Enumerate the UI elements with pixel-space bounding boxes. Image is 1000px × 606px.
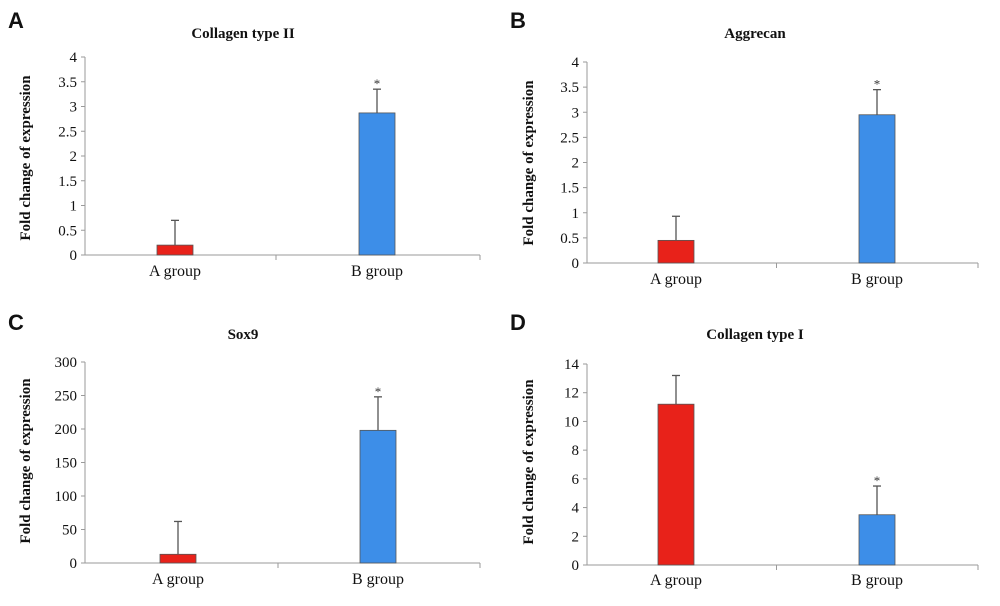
y-tick-label: 14 [564, 357, 580, 373]
y-tick-label: 0 [572, 558, 580, 574]
y-tick-label: 3.5 [58, 75, 77, 91]
significance-marker: * [375, 384, 382, 399]
panel-d-title: Collagen type I [706, 327, 804, 343]
x-category-label: A group [152, 571, 204, 588]
y-tick-label: 10 [564, 414, 579, 430]
bar-a-group [657, 239, 695, 264]
panel-letter-c: C [8, 310, 24, 335]
y-tick-label: 3 [572, 105, 580, 121]
panel-b: B Aggrecan Fold change of expression 0 0.… [510, 8, 979, 288]
x-category-label: A group [650, 271, 702, 288]
y-tick-label: 2.5 [560, 130, 579, 146]
y-tick-label: 8 [572, 443, 580, 459]
y-tick-label: 3.5 [560, 80, 579, 96]
y-tick-label: 1 [572, 206, 580, 222]
x-category-label: A group [650, 572, 702, 589]
y-tick-label: 0 [70, 556, 78, 572]
y-tick-label: 1.5 [58, 174, 77, 190]
panel-letter-d: D [510, 310, 526, 335]
bar-a-group [156, 244, 194, 256]
bar-a-group [159, 553, 197, 564]
panel-c-plot: 0 50 100 150 200 250 300 A group * B group [55, 355, 481, 588]
x-category-label: A group [149, 263, 201, 280]
y-tick-label: 300 [55, 355, 78, 371]
y-tick-label: 0.5 [560, 231, 579, 247]
x-category-label: B group [352, 571, 404, 588]
bar-b-group [858, 114, 896, 264]
y-tick-label: 150 [55, 456, 78, 472]
y-tick-label: 2 [70, 149, 78, 165]
y-tick-label: 250 [55, 389, 78, 405]
panel-letter-a: A [8, 8, 24, 33]
panel-a-y-axis-label: Fold change of expression [18, 75, 34, 241]
x-category-label: B group [851, 271, 903, 288]
panel-a-title: Collagen type II [191, 26, 295, 42]
panel-c-y-axis-label: Fold change of expression [18, 378, 34, 544]
y-tick-label: 100 [55, 489, 78, 505]
panel-b-y-axis-label: Fold change of expression [521, 80, 537, 246]
y-tick-label: 4 [572, 501, 580, 517]
y-tick-label: 2 [572, 529, 580, 545]
bar-a-group [657, 403, 695, 566]
panel-a: A Collagen type II Fold change of expres… [8, 8, 481, 280]
y-tick-label: 2 [572, 156, 580, 172]
y-tick-label: 4 [572, 55, 580, 71]
y-tick-label: 1 [70, 199, 78, 215]
y-tick-label: 0.5 [58, 223, 77, 239]
panel-d: D Collagen type I Fold change of express… [510, 310, 979, 589]
y-tick-label: 6 [572, 472, 580, 488]
y-tick-label: 2.5 [58, 124, 77, 140]
bar-b-group [858, 514, 896, 566]
significance-marker: * [374, 76, 381, 91]
y-tick-label: 0 [70, 248, 78, 264]
panel-d-plot: 0 2 4 6 8 10 12 14 A group * B group [564, 357, 979, 589]
y-tick-label: 4 [70, 50, 78, 66]
panel-d-y-axis-label: Fold change of expression [521, 379, 537, 545]
y-tick-label: 0 [572, 256, 580, 272]
panel-a-plot: 0 0.5 1 1.5 2 2.5 3 3.5 4 A group * B group [58, 50, 481, 280]
x-category-label: B group [851, 572, 903, 589]
panel-c-title: Sox9 [228, 327, 259, 343]
panel-b-title: Aggrecan [724, 26, 786, 42]
y-tick-label: 3 [70, 100, 78, 116]
y-tick-label: 50 [62, 523, 77, 539]
x-category-label: B group [351, 263, 403, 280]
panel-b-plot: 0 0.5 1 1.5 2 2.5 3 3.5 4 A group * B group [560, 55, 979, 288]
panel-c: C Sox9 Fold change of expression 0 50 100 1… [8, 310, 481, 588]
significance-marker: * [874, 77, 881, 92]
significance-marker: * [874, 473, 881, 488]
panel-letter-b: B [510, 8, 526, 33]
bar-b-group [358, 112, 396, 256]
y-tick-label: 1.5 [560, 181, 579, 197]
y-tick-label: 200 [55, 422, 78, 438]
y-tick-label: 12 [564, 386, 579, 402]
bar-b-group [359, 429, 397, 564]
